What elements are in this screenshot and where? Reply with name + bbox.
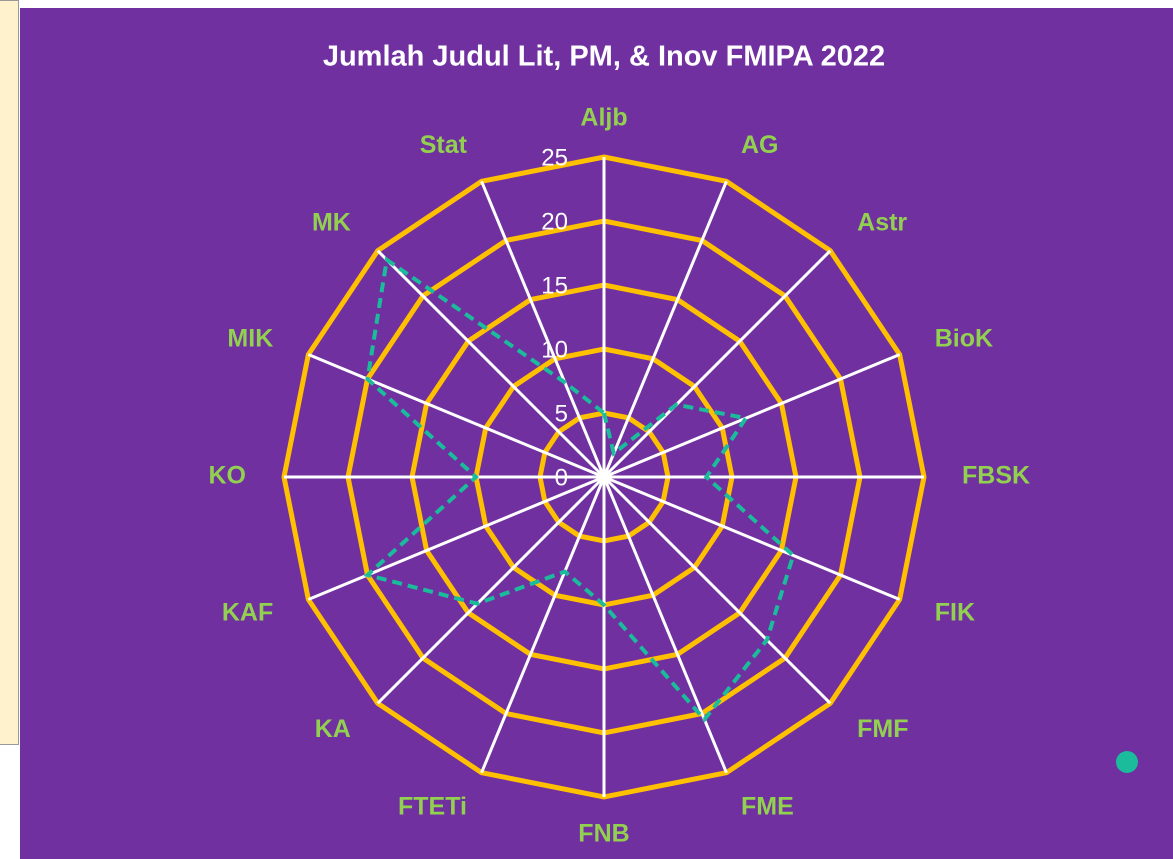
spoke: [602, 475, 832, 705]
spoke: [603, 353, 901, 479]
category-label: Stat: [420, 131, 468, 159]
spoke: [602, 476, 728, 774]
spoke: [602, 180, 728, 478]
decoration-dot: [1116, 751, 1138, 773]
category-label: FNB: [578, 820, 629, 848]
chart-background: [20, 8, 1173, 859]
category-label: MIK: [227, 325, 273, 353]
category-label: FBSK: [962, 462, 1030, 490]
chart: Jumlah Judul Lit, PM, & Inov FMIPA 2022 …: [20, 8, 1173, 859]
side-panel: [0, 0, 19, 745]
category-label: Astr: [857, 208, 907, 236]
category-label: FTETi: [398, 792, 467, 820]
category-label: FME: [741, 792, 794, 820]
category-label: MK: [312, 208, 351, 236]
spoke: [480, 476, 606, 774]
category-label: KAF: [222, 599, 273, 627]
spoke: [376, 249, 606, 479]
r-tick-label: 0: [555, 464, 568, 491]
category-label: BioK: [935, 325, 993, 353]
spoke: [602, 249, 832, 479]
spoke: [376, 475, 606, 705]
spoke: [307, 475, 605, 601]
r-tick-label: 10: [541, 336, 568, 363]
spoke: [307, 353, 605, 479]
category-label: Aljb: [580, 104, 627, 132]
category-label: AG: [741, 131, 779, 159]
category-label: KA: [315, 715, 351, 743]
chart-title: Jumlah Judul Lit, PM, & Inov FMIPA 2022: [323, 41, 885, 73]
category-label: FMF: [857, 715, 908, 743]
series-line: [363, 256, 796, 723]
r-tick-label: 15: [541, 272, 568, 299]
spoke: [480, 180, 606, 478]
category-label: KO: [209, 462, 247, 490]
r-tick-label: 5: [555, 400, 568, 427]
spoke: [603, 475, 901, 601]
r-tick-label: 25: [541, 144, 568, 171]
r-tick-label: 20: [541, 208, 568, 235]
category-label: FIK: [935, 599, 975, 627]
